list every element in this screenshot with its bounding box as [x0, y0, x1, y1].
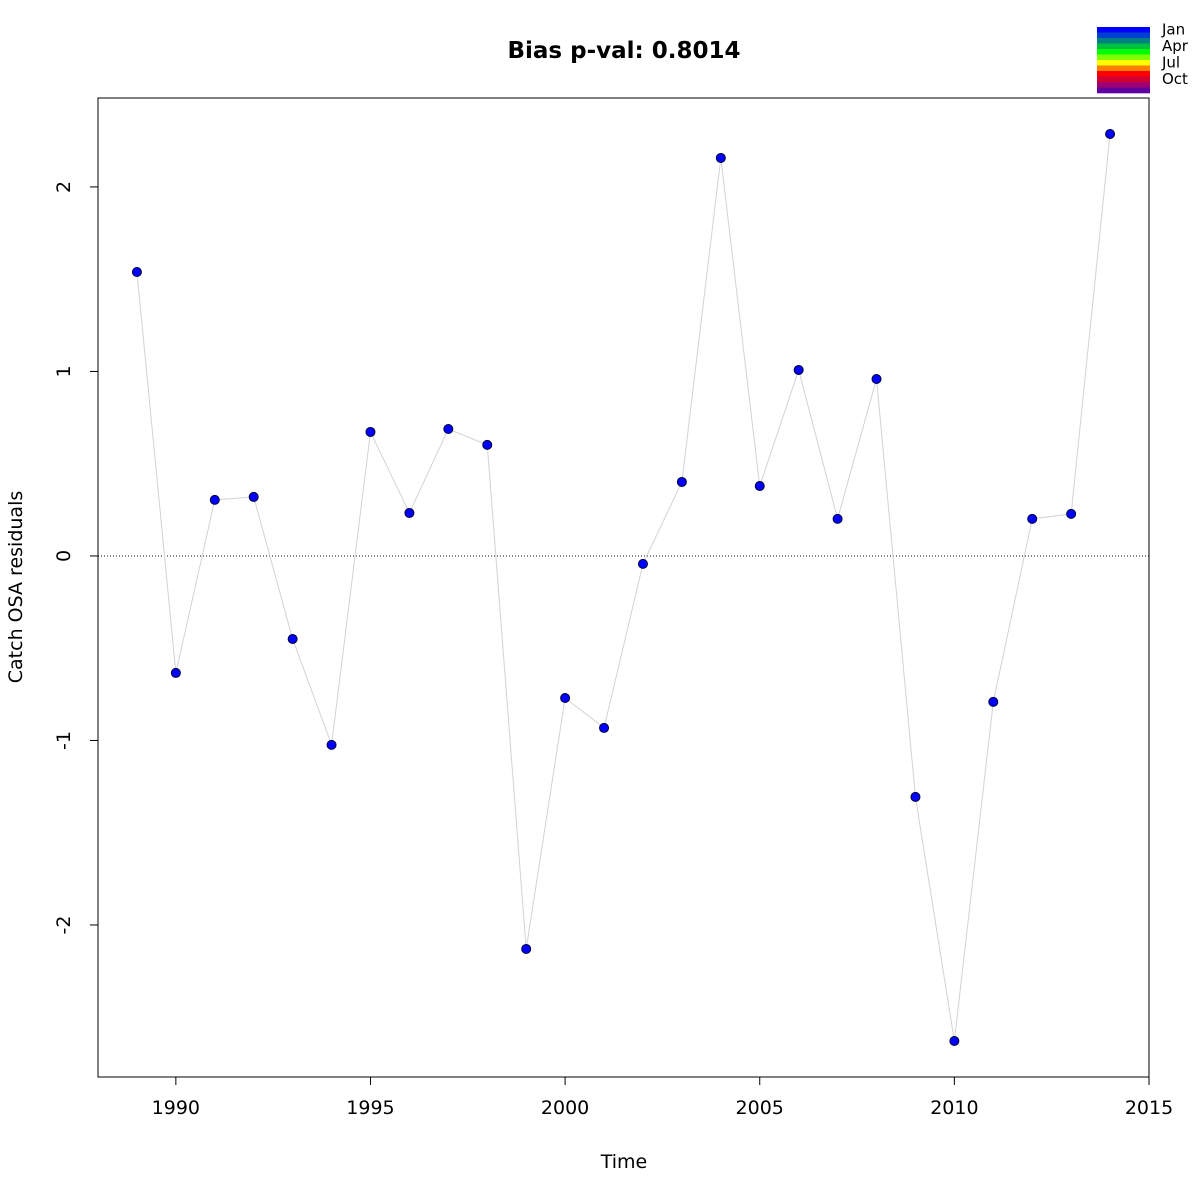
- point: [326, 739, 337, 750]
- x-tick-label: 1995: [346, 1097, 394, 1119]
- plot-frame: [97, 97, 1150, 1078]
- legend-swatch: [1097, 32, 1150, 39]
- x-tick-label: 2000: [541, 1097, 589, 1119]
- y-tick-label: -2: [53, 915, 75, 934]
- point: [287, 633, 298, 644]
- legend-label: Jan: [1161, 20, 1185, 38]
- x-tick-label: 2005: [736, 1097, 784, 1119]
- point: [988, 696, 999, 707]
- point: [365, 426, 376, 437]
- point: [793, 364, 804, 375]
- y-tick-label: 0: [53, 550, 75, 562]
- x-axis-label: Time: [600, 1151, 648, 1173]
- legend-label: Jul: [1161, 53, 1180, 71]
- point: [599, 722, 610, 733]
- legend-swatch: [1097, 43, 1150, 50]
- point: [560, 693, 571, 704]
- legend-swatch: [1097, 54, 1150, 61]
- legend-swatch: [1097, 49, 1150, 55]
- point: [715, 152, 726, 163]
- legend-swatch: [1097, 87, 1150, 94]
- legend-swatch: [1097, 82, 1150, 88]
- point: [443, 424, 454, 435]
- y-tick-label: 2: [53, 181, 75, 193]
- point: [949, 1036, 960, 1047]
- point: [1066, 508, 1077, 519]
- legend-label: Oct: [1162, 70, 1188, 88]
- series-line: [136, 133, 1111, 1042]
- y-tick-label: -1: [53, 731, 75, 750]
- point: [1027, 513, 1038, 524]
- legend-swatch: [1097, 71, 1150, 77]
- point: [637, 558, 648, 569]
- point: [754, 481, 765, 492]
- point: [832, 513, 843, 524]
- point: [131, 266, 142, 277]
- point: [404, 507, 415, 518]
- point: [1105, 128, 1116, 139]
- point: [521, 943, 532, 954]
- chart-title: Bias p-val: 0.8014: [508, 38, 741, 64]
- y-axis-label: Catch OSA residuals: [5, 491, 27, 683]
- legend-swatch: [1097, 60, 1150, 66]
- point: [170, 667, 181, 678]
- point: [910, 791, 921, 802]
- legend-label: Apr: [1162, 37, 1189, 55]
- point: [248, 491, 259, 502]
- y-tick-label: 1: [53, 365, 75, 377]
- legend-swatch: [1097, 27, 1150, 33]
- point: [871, 374, 882, 385]
- x-tick-label: 2015: [1125, 1097, 1173, 1119]
- legend-swatch: [1097, 38, 1150, 44]
- legend-swatch: [1097, 76, 1150, 83]
- point: [482, 439, 493, 450]
- x-tick-label: 1990: [152, 1097, 200, 1119]
- legend-swatch: [1097, 65, 1150, 72]
- point: [676, 476, 687, 487]
- x-tick-label: 2010: [930, 1097, 978, 1119]
- point: [209, 494, 220, 505]
